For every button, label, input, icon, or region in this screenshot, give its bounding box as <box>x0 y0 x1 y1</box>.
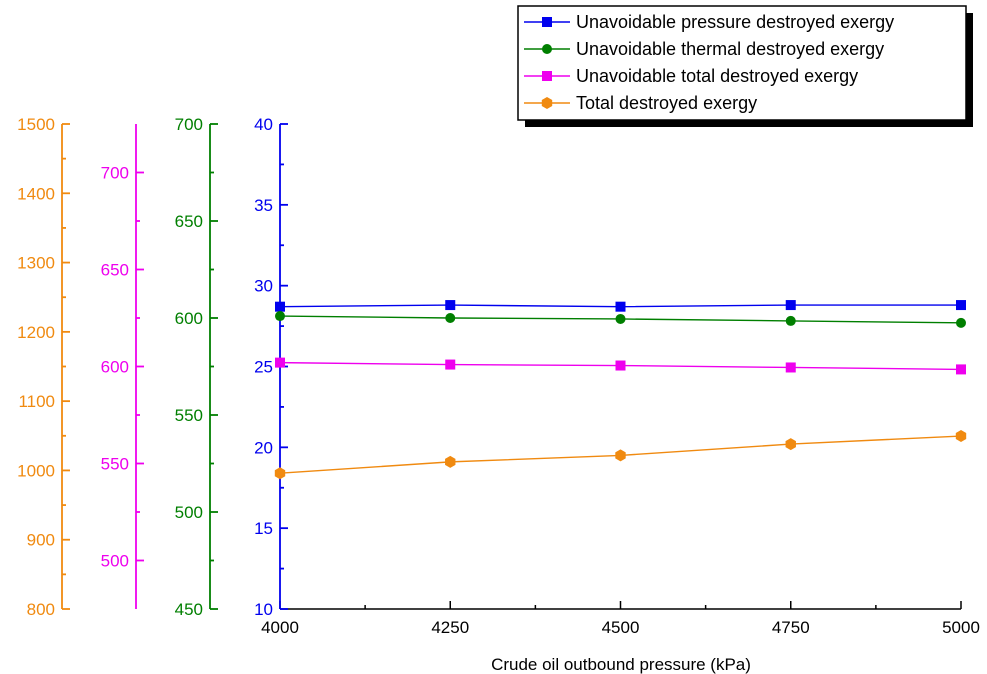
y-tick-label-orange: 1300 <box>17 254 55 273</box>
y-tick-label-green: 450 <box>175 600 203 619</box>
data-point-1 <box>615 313 626 324</box>
legend-marker <box>542 44 552 54</box>
legend: Unavoidable pressure destroyed exergy Una… <box>517 5 973 127</box>
y-tick-label-orange: 1400 <box>17 184 55 203</box>
x-tick-label: 4250 <box>431 618 469 637</box>
data-point-2 <box>445 359 456 370</box>
data-point-2 <box>275 357 285 368</box>
x-tick-label: 4750 <box>772 618 810 637</box>
legend-label: Total destroyed exergy <box>576 93 757 113</box>
y-tick-label-orange: 900 <box>27 531 55 550</box>
y-tick-label-magenta: 550 <box>101 455 129 474</box>
data-point-3 <box>274 467 286 480</box>
y-tick-label-blue: 15 <box>254 519 273 538</box>
y-tick-label-blue: 20 <box>254 438 273 457</box>
data-point-3 <box>955 430 967 443</box>
data-point-0 <box>785 300 796 311</box>
legend-label: Unavoidable total destroyed exergy <box>576 66 858 86</box>
data-point-1 <box>956 317 966 328</box>
x-axis-label: Crude oil outbound pressure (kPa) <box>491 655 751 674</box>
data-point-3 <box>445 455 456 468</box>
y-tick-label-magenta: 700 <box>101 164 129 183</box>
x-tick-label: 5000 <box>942 618 980 637</box>
data-point-3 <box>785 438 796 451</box>
y-tick-label-green: 650 <box>175 212 203 231</box>
y-tick-label-blue: 40 <box>254 115 273 134</box>
y-tick-label-green: 500 <box>175 503 203 522</box>
y-tick-label-blue: 35 <box>254 196 273 215</box>
y-tick-label-magenta: 650 <box>101 261 129 280</box>
y-tick-label-magenta: 600 <box>101 358 129 377</box>
y-tick-label-orange: 1500 <box>17 115 55 134</box>
data-point-1 <box>785 315 796 326</box>
axes-layer: 4000 4250 4500 4750 5000 10 15 20 25 30 35 40 450 500… <box>17 115 980 637</box>
data-point-0 <box>445 300 456 311</box>
data-point-3 <box>615 449 626 462</box>
y-tick-label-blue: 10 <box>254 600 273 619</box>
data-point-0 <box>275 301 285 312</box>
x-tick-label: 4000 <box>261 618 299 637</box>
legend-marker <box>542 17 552 27</box>
y-tick-label-orange: 800 <box>27 600 55 619</box>
x-tick-label: 4500 <box>602 618 640 637</box>
y-tick-label-green: 550 <box>175 406 203 425</box>
y-tick-label-green: 600 <box>175 309 203 328</box>
data-point-2 <box>785 362 796 373</box>
legend-marker <box>542 71 552 81</box>
data-point-1 <box>445 313 456 323</box>
data-point-2 <box>615 360 626 371</box>
y-tick-label-orange: 1000 <box>17 461 55 480</box>
data-point-1 <box>275 311 285 322</box>
data-point-0 <box>615 301 626 312</box>
y-tick-label-orange: 1100 <box>18 392 55 411</box>
y-tick-label-blue: 30 <box>254 277 273 296</box>
legend-label: Unavoidable pressure destroyed exergy <box>576 12 894 32</box>
y-tick-label-blue: 25 <box>254 358 273 377</box>
y-tick-label-green: 700 <box>175 115 203 134</box>
legend-label: Unavoidable thermal destroyed exergy <box>576 39 884 59</box>
plot-area <box>274 300 967 480</box>
y-tick-label-magenta: 500 <box>101 552 129 571</box>
data-point-0 <box>956 300 966 311</box>
data-point-2 <box>956 364 966 375</box>
legend-box <box>517 5 967 121</box>
y-tick-label-orange: 1200 <box>17 323 55 342</box>
legend-marker <box>541 97 553 109</box>
